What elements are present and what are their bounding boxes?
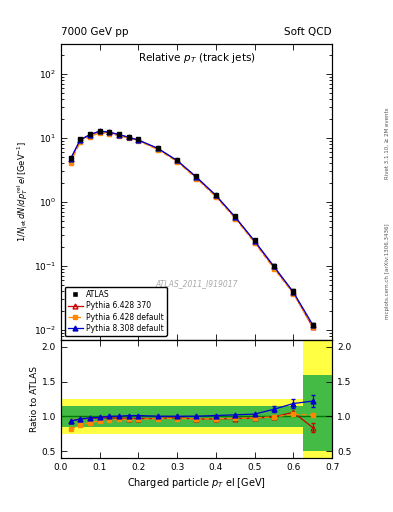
Legend: ATLAS, Pythia 6.428 370, Pythia 6.428 default, Pythia 8.308 default: ATLAS, Pythia 6.428 370, Pythia 6.428 de… [65, 287, 167, 336]
Text: 7000 GeV pp: 7000 GeV pp [61, 27, 129, 37]
Text: Relative $p_T$ (track jets): Relative $p_T$ (track jets) [138, 51, 255, 65]
Text: Rivet 3.1.10, ≥ 2M events: Rivet 3.1.10, ≥ 2M events [385, 108, 390, 179]
Text: mcplots.cern.ch [arXiv:1306.3436]: mcplots.cern.ch [arXiv:1306.3436] [385, 224, 390, 319]
X-axis label: Charged particle $p_T$ el [GeV]: Charged particle $p_T$ el [GeV] [127, 476, 266, 490]
Text: ATLAS_2011_I919017: ATLAS_2011_I919017 [155, 279, 238, 288]
Text: Soft QCD: Soft QCD [285, 27, 332, 37]
Y-axis label: Ratio to ATLAS: Ratio to ATLAS [30, 366, 39, 432]
Y-axis label: $1/N_{\rm jet}\,dN/dp^{\rm rel}_T\,el\,[{\rm GeV}^{-1}]$: $1/N_{\rm jet}\,dN/dp^{\rm rel}_T\,el\,[… [15, 141, 29, 242]
